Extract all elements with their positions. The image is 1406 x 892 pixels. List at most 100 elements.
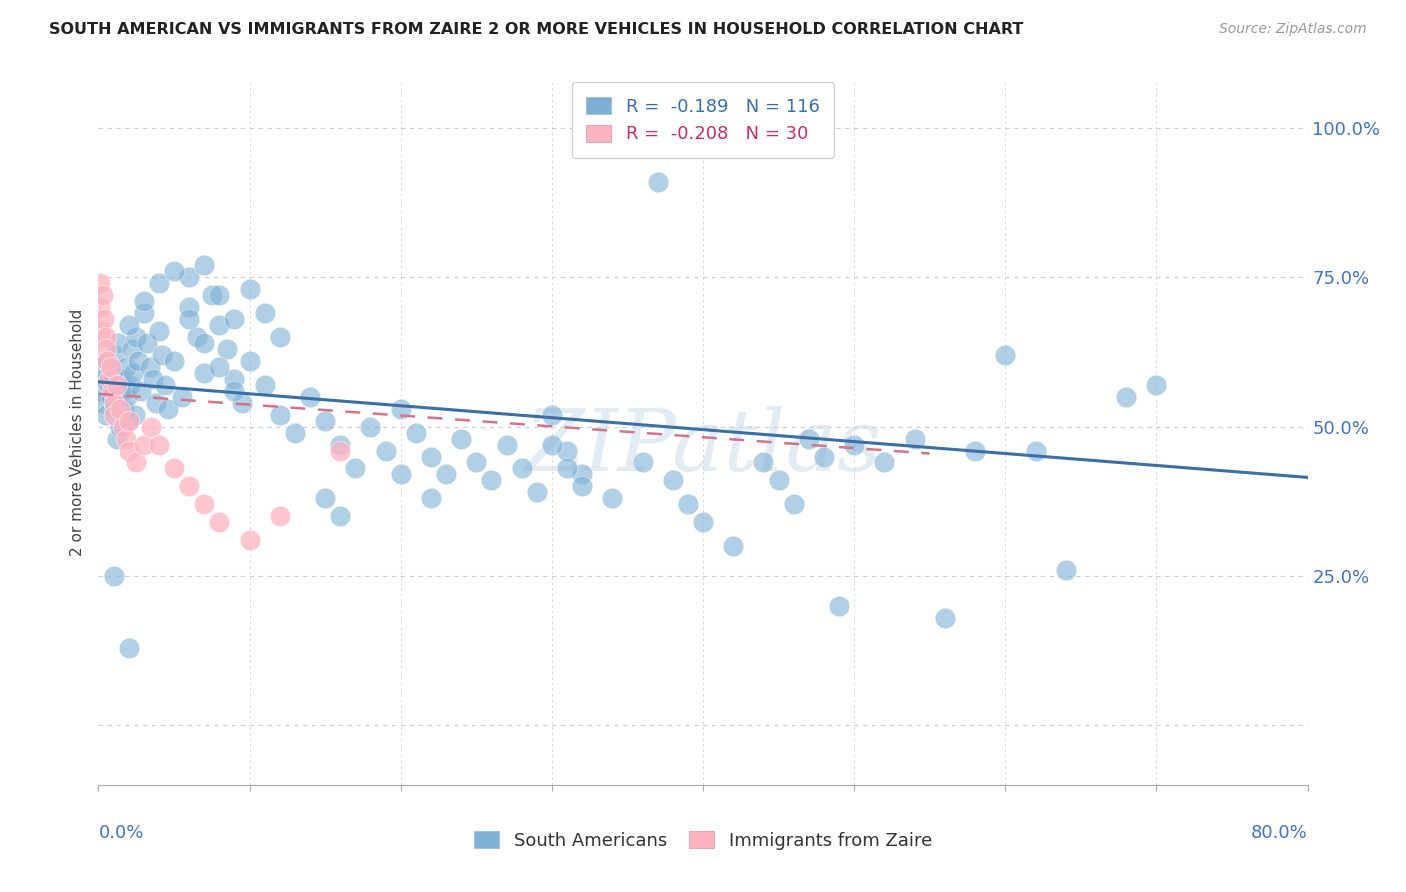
Point (269, 509, 291, 524)
Point (661, 474, 683, 488)
Point (768, 474, 790, 488)
Point (132, 294, 155, 309)
Y-axis label: 2 or more Vehicles in Household: 2 or more Vehicles in Household (70, 309, 86, 557)
Point (571, 479, 593, 493)
Point (405, 425, 427, 440)
Point (329, 509, 352, 524)
Point (239, 533, 262, 548)
Point (540, 408, 562, 422)
Point (269, 408, 291, 422)
Point (132, 306, 155, 320)
Point (145, 396, 167, 410)
Point (89, 277, 111, 291)
Point (602, 491, 624, 506)
Point (111, 384, 134, 398)
Point (224, 372, 246, 386)
Point (93, 312, 115, 326)
Point (186, 330, 208, 344)
Point (465, 455, 488, 469)
Point (150, 348, 173, 362)
Point (121, 342, 143, 356)
Point (215, 342, 238, 356)
Point (329, 443, 352, 458)
Point (100, 359, 122, 374)
Point (139, 359, 162, 374)
Point (692, 515, 714, 529)
Point (231, 396, 253, 410)
Point (420, 491, 443, 506)
Point (101, 366, 124, 380)
Point (239, 354, 262, 368)
Point (141, 419, 163, 434)
Point (132, 437, 155, 451)
Text: ZIPatlas: ZIPatlas (524, 405, 882, 488)
Point (179, 312, 201, 326)
Point (104, 348, 127, 362)
Point (148, 277, 170, 291)
Point (540, 437, 562, 451)
Point (314, 491, 336, 506)
Point (103, 408, 125, 422)
Point (170, 390, 193, 404)
Point (90, 324, 112, 338)
Point (94, 342, 117, 356)
Point (156, 401, 179, 416)
Point (89, 384, 111, 398)
Point (179, 300, 201, 314)
Legend: South Americans, Immigrants from Zaire: South Americans, Immigrants from Zaire (467, 823, 939, 857)
Point (163, 461, 186, 475)
Point (752, 455, 775, 469)
Point (208, 359, 231, 374)
Point (108, 401, 131, 416)
Point (239, 282, 262, 296)
Point (450, 432, 472, 446)
Point (873, 455, 896, 469)
Point (114, 359, 136, 374)
Point (148, 324, 170, 338)
Point (193, 336, 215, 351)
Point (94, 408, 117, 422)
Point (105, 377, 128, 392)
Point (135, 336, 157, 351)
Text: 0.0%: 0.0% (98, 824, 143, 842)
Point (100, 390, 122, 404)
Point (89, 300, 111, 314)
Point (118, 443, 141, 458)
Point (555, 443, 578, 458)
Point (1024, 443, 1046, 458)
Point (329, 437, 352, 451)
Point (510, 461, 533, 475)
Point (98, 372, 121, 386)
Point (90, 359, 112, 374)
Point (224, 384, 246, 398)
Point (93, 372, 115, 386)
Point (103, 569, 125, 583)
Point (828, 599, 851, 613)
Point (571, 467, 593, 482)
Point (193, 259, 215, 273)
Point (103, 396, 125, 410)
Point (163, 354, 186, 368)
Point (299, 390, 322, 404)
Point (965, 443, 987, 458)
Point (118, 414, 141, 428)
Point (112, 401, 135, 416)
Point (142, 372, 165, 386)
Point (118, 318, 141, 332)
Point (179, 270, 201, 285)
Point (118, 640, 141, 655)
Text: Source: ZipAtlas.com: Source: ZipAtlas.com (1219, 22, 1367, 37)
Point (115, 390, 138, 404)
Point (110, 372, 132, 386)
Point (253, 377, 276, 392)
Point (125, 330, 148, 344)
Point (389, 467, 412, 482)
Point (208, 288, 231, 302)
Point (114, 432, 136, 446)
Point (148, 437, 170, 451)
Point (108, 419, 131, 434)
Point (201, 288, 224, 302)
Point (526, 485, 548, 500)
Point (904, 432, 927, 446)
Point (994, 348, 1017, 362)
